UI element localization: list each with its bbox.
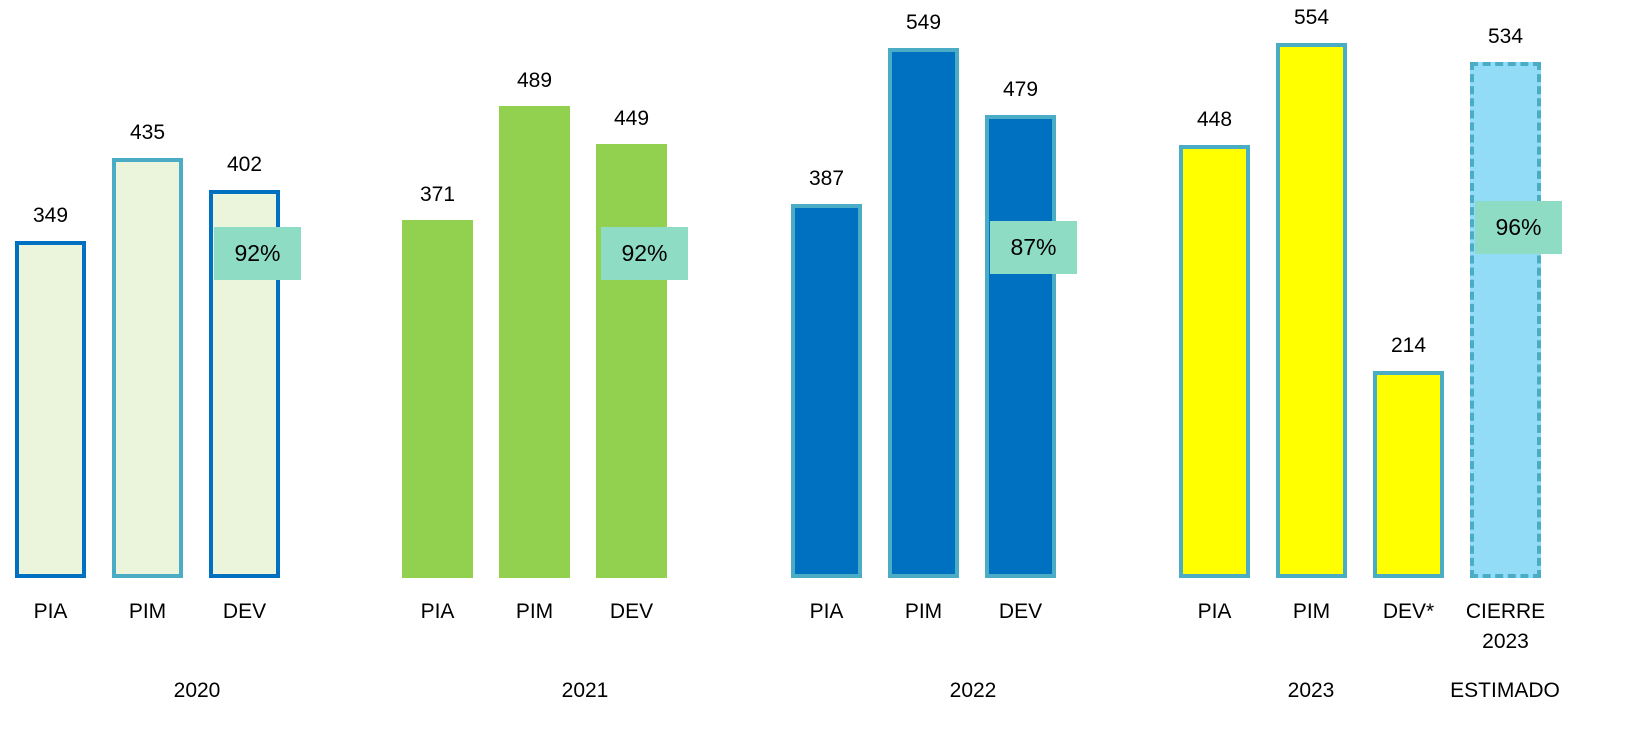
bar xyxy=(791,204,862,578)
bar xyxy=(112,157,183,578)
category-label: DEV xyxy=(609,600,654,623)
bar xyxy=(1373,371,1444,578)
value-label: 448 xyxy=(1196,108,1233,132)
category-label: PIM xyxy=(515,600,554,623)
value-label: 489 xyxy=(516,68,553,92)
value-label: 554 xyxy=(1293,5,1330,29)
rate-box: 92% xyxy=(214,227,301,280)
bar xyxy=(1276,42,1347,578)
bar xyxy=(499,105,570,578)
bar xyxy=(596,144,667,578)
group-label: ESTIMADO xyxy=(1450,679,1560,702)
value-label: 549 xyxy=(905,10,942,34)
value-label: 371 xyxy=(419,182,456,206)
category-label: DEV* xyxy=(1382,600,1435,623)
group-label: 2021 xyxy=(561,679,609,702)
category-label: PIM xyxy=(1292,600,1331,623)
group-label: 2022 xyxy=(949,679,997,702)
group-label: 2023 xyxy=(1287,679,1335,702)
group-label: 2020 xyxy=(173,679,221,702)
category-label: PIM xyxy=(128,600,167,623)
category-label: DEV xyxy=(222,600,267,623)
value-label: 449 xyxy=(613,107,650,131)
bar xyxy=(985,115,1056,578)
bar xyxy=(402,219,473,578)
bar xyxy=(888,47,959,578)
rate-box: 96% xyxy=(1475,201,1562,254)
value-label: 349 xyxy=(32,203,69,227)
value-label: 479 xyxy=(1002,78,1039,102)
rate-box: 92% xyxy=(601,227,688,280)
bar xyxy=(1470,62,1541,578)
value-label: 387 xyxy=(808,167,845,191)
category-label: PIA xyxy=(33,600,68,623)
value-label: 402 xyxy=(226,152,263,176)
rate-box: 87% xyxy=(990,221,1077,274)
value-label: 435 xyxy=(129,120,166,144)
bar xyxy=(1179,145,1250,578)
value-label: 534 xyxy=(1487,25,1524,49)
value-label: 214 xyxy=(1390,334,1427,358)
category-label: CIERRE 2023 xyxy=(1465,600,1546,653)
bar xyxy=(15,240,86,578)
category-label: PIA xyxy=(1197,600,1232,623)
category-label: DEV xyxy=(998,600,1043,623)
category-label: PIA xyxy=(420,600,455,623)
category-label: PIM xyxy=(904,600,943,623)
category-label: PIA xyxy=(809,600,844,623)
